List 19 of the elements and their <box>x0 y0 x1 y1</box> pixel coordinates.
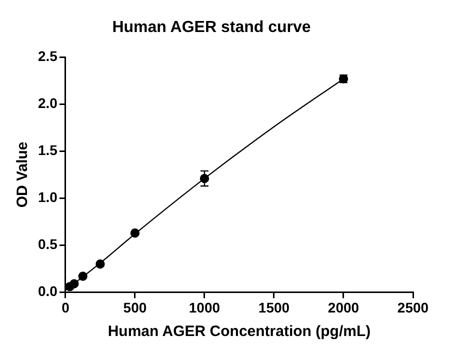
y-tick-label: 2.0 <box>38 95 58 112</box>
x-axis-title: Human AGER Concentration (pg/mL) <box>108 323 371 340</box>
x-tick-label: 1500 <box>258 299 290 316</box>
y-tick-label: 1.5 <box>38 142 58 158</box>
y-axis-title: OD Value <box>14 142 32 208</box>
y-tick-label: 2.5 <box>38 48 58 64</box>
x-tick-label: 0 <box>62 299 70 316</box>
y-tick-label: 1.0 <box>38 189 58 206</box>
y-tick-label: 0.0 <box>38 283 58 300</box>
x-tick-label: 2000 <box>328 299 360 316</box>
point <box>96 259 105 269</box>
point <box>70 279 79 288</box>
x-tick-label: 1000 <box>188 299 220 316</box>
y-tick-label: 0.5 <box>38 236 58 252</box>
chart-title: Human AGER stand curve <box>112 19 311 36</box>
x-tick-label: 500 <box>123 299 147 316</box>
point <box>130 228 140 238</box>
x-tick-label: 2500 <box>397 299 429 316</box>
point <box>78 272 88 281</box>
